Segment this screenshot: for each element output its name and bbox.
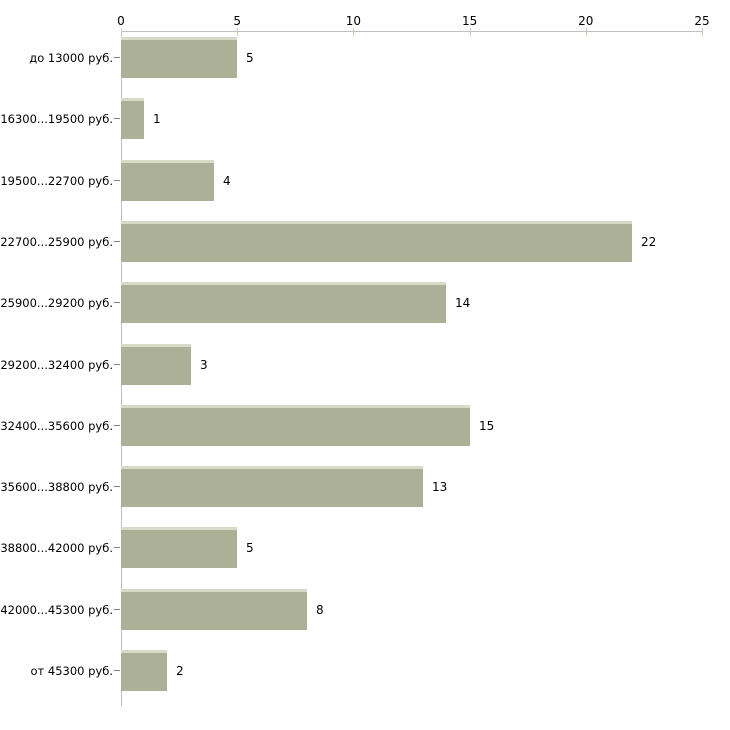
value-label: 2 [176,663,184,678]
bar-row: 42000...45300 руб. 8 [0,589,730,630]
category-label: 22700...25900 руб. [0,234,113,249]
category-label: 25900...29200 руб. [0,295,113,310]
x-axis-tick-label: 25 [694,14,710,28]
bar-row: 16300...19500 руб. 1 [0,98,730,139]
category-tick-mark [114,302,120,303]
value-label: 8 [316,602,324,617]
value-label: 1 [153,111,161,126]
value-label: 5 [246,50,254,65]
bar [121,344,191,385]
x-axis-line [121,31,703,32]
bar [121,650,167,691]
bar-row: 32400...35600 руб. 15 [0,405,730,446]
bar [121,466,423,507]
bar [121,160,214,201]
category-label: от 45300 руб. [30,663,113,678]
category-tick-mark [114,609,120,610]
value-label: 13 [432,479,448,494]
value-label: 15 [479,418,495,433]
category-label: 29200...32400 руб. [0,357,113,372]
bar-row: 19500...22700 руб. 4 [0,160,730,201]
category-tick-mark [114,364,120,365]
bar [121,221,632,262]
bar-row: 22700...25900 руб. 22 [0,221,730,262]
category-tick-mark [114,486,120,487]
category-label: до 13000 руб. [29,50,113,65]
category-tick-mark [114,670,120,671]
bar-row: до 13000 руб. 5 [0,37,730,78]
value-label: 5 [246,540,254,555]
bar-row: 38800...42000 руб. 5 [0,527,730,568]
bar [121,98,144,139]
value-label: 4 [223,173,231,188]
category-tick-mark [114,180,120,181]
bar-row: от 45300 руб. 2 [0,650,730,691]
x-axis-tick-label: 20 [578,14,594,28]
value-label: 14 [455,295,471,310]
bar-row: 29200...32400 руб. 3 [0,344,730,385]
category-label: 19500...22700 руб. [0,173,113,188]
category-tick-mark [114,118,120,119]
bar [121,282,446,323]
category-tick-mark [114,57,120,58]
x-axis-tick-label: 10 [345,14,362,28]
bar [121,527,237,568]
x-axis-tick-mark [469,28,471,36]
bar-row: 25900...29200 руб. 14 [0,282,730,323]
value-label: 22 [641,234,657,249]
category-label: 32400...35600 руб. [0,418,113,433]
category-label: 42000...45300 руб. [0,602,113,617]
x-axis-tick-label: 15 [461,14,478,28]
category-tick-mark [114,425,120,426]
category-tick-mark [114,547,120,548]
category-label: 38800...42000 руб. [0,540,113,555]
bar-row: 35600...38800 руб. 13 [0,466,730,507]
category-label: 16300...19500 руб. [0,111,113,126]
category-label: 35600...38800 руб. [0,479,113,494]
category-tick-mark [114,241,120,242]
x-axis-tick-label: 0 [117,14,125,28]
bar [121,37,237,78]
x-axis-tick-mark [585,28,587,36]
value-label: 3 [200,357,208,372]
x-axis-tick-mark [353,28,355,36]
x-axis-tick-mark [237,28,239,36]
bar [121,589,307,630]
bar [121,405,470,446]
x-axis-tick-label: 5 [233,14,242,28]
x-axis-tick-mark [702,28,703,36]
x-axis-tick-mark [121,28,122,36]
